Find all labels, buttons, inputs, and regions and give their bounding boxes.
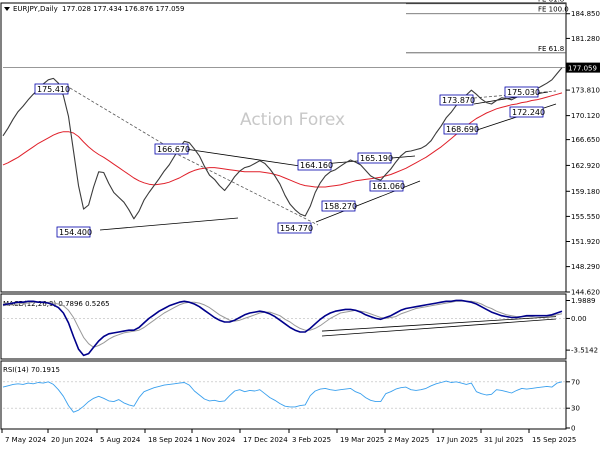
fibonacci-levels: FE 61.8 FE 100.0 FE 61.8 [3,0,569,68]
price-label: 164.160 [300,161,333,170]
price-label-box [297,159,332,171]
dashed-trendline [69,87,166,146]
trendline [99,217,239,231]
price-tick-label: 184.850 [571,10,600,18]
price-label-box [154,143,189,155]
price-label: 166.670 [157,145,190,154]
x-tick-label: 17 Jun 2025 [436,436,478,444]
rsi-title: RSI(14) 70.1915 [3,366,60,374]
rsi-line [2,380,563,413]
watermark: Action Forex [240,110,345,130]
fib-label: FE 61.8 [538,0,564,4]
macd-tick-label: 0.00 [571,315,587,323]
price-label-box [277,222,312,234]
price-tick-label: 166.650 [571,136,600,144]
macd-tick-label: 1.9889 [571,297,596,305]
x-tick-label: 2 May 2025 [388,436,429,444]
macd-line [2,299,563,357]
price-label-box [357,152,392,164]
price-label: 172.240 [512,108,545,117]
x-tick-label: 18 Sep 2024 [148,436,193,444]
current-price-marker: 177.059 [566,62,600,73]
x-axis: 7 May 2024 20 Jun 2024 5 Aug 2024 18 Sep 20… [1,429,576,444]
price-tick-label: 170.120 [571,112,600,120]
price-label: 154.400 [59,228,92,237]
price-label-box [321,200,356,212]
price-label-box [504,86,539,98]
current-price-label: 177.059 [568,65,597,73]
price-tick-label: 162.920 [571,162,600,170]
x-tick-label: 31 Jul 2025 [484,436,524,444]
price-label: 158.270 [324,202,357,211]
symbol-label: EURJPY,Daily [13,5,58,13]
collapse-triangle-icon[interactable] [4,7,10,11]
price-axis-ticks: 184.850 181.280 173.810 170.120 166.650 162.9… [566,10,600,297]
fib-label: FE 100.0 [538,6,569,14]
x-tick-label: 3 Feb 2025 [292,436,331,444]
price-label-box [34,83,69,95]
x-tick-label: 20 Jun 2024 [51,436,94,444]
rsi-tick-label: 70 [571,378,580,386]
macd-layer: 1.9889 0.00 -3.5142 [2,297,598,357]
price-label-box [56,226,91,238]
price-panel-frame [0,2,567,293]
rsi-tick-label: 30 [571,405,580,413]
rsi-panel-frame [0,360,567,430]
price-label: 154.770 [280,224,313,233]
price-tick-label: 144.620 [571,289,600,297]
price-label: 168.690 [446,125,479,134]
price-label: 175.410 [37,85,70,94]
macd-trendline [321,316,557,332]
ohlc-values: 177.028 177.434 176.876 177.059 [62,5,184,13]
rsi-layer: 70 30 0 [2,378,580,433]
price-labels-layer: 175.410 154.400 166.670 164.160 165.190 158.2… [34,83,545,238]
price-label-box [369,180,404,192]
x-tick-label: 17 Dec 2024 [243,436,288,444]
dashed-trendline [164,147,319,226]
price-label: 173.870 [442,96,475,105]
x-tick-label: 5 Aug 2024 [100,436,141,444]
price-tick-label: 159.180 [571,188,600,196]
price-label: 175.030 [507,88,540,97]
price-label: 165.190 [360,154,393,163]
price-label-box [439,94,474,106]
x-tick-label: 7 May 2024 [5,436,47,444]
price-tick-label: 155.550 [571,213,600,221]
price-tick-label: 173.810 [571,87,600,95]
price-label-box [443,123,478,135]
macd-panel-frame [0,293,567,360]
price-tick-label: 181.280 [571,35,600,43]
x-tick-label: 19 Mar 2025 [340,436,384,444]
fib-label: FE 61.8 [538,45,564,53]
trendline [321,318,557,337]
x-tick-label: 15 Sep 2025 [532,436,576,444]
x-tick-label: 1 Nov 2024 [195,436,236,444]
price-label-box [509,106,544,118]
price-line [2,67,563,220]
macd-tick-label: -3.5142 [571,347,598,355]
current-price-box [566,62,600,73]
price-tick-label: 148.290 [571,263,600,271]
price-label: 161.060 [372,182,405,191]
rsi-tick-label: 0 [571,425,575,433]
price-tick-label: 151.920 [571,238,600,246]
